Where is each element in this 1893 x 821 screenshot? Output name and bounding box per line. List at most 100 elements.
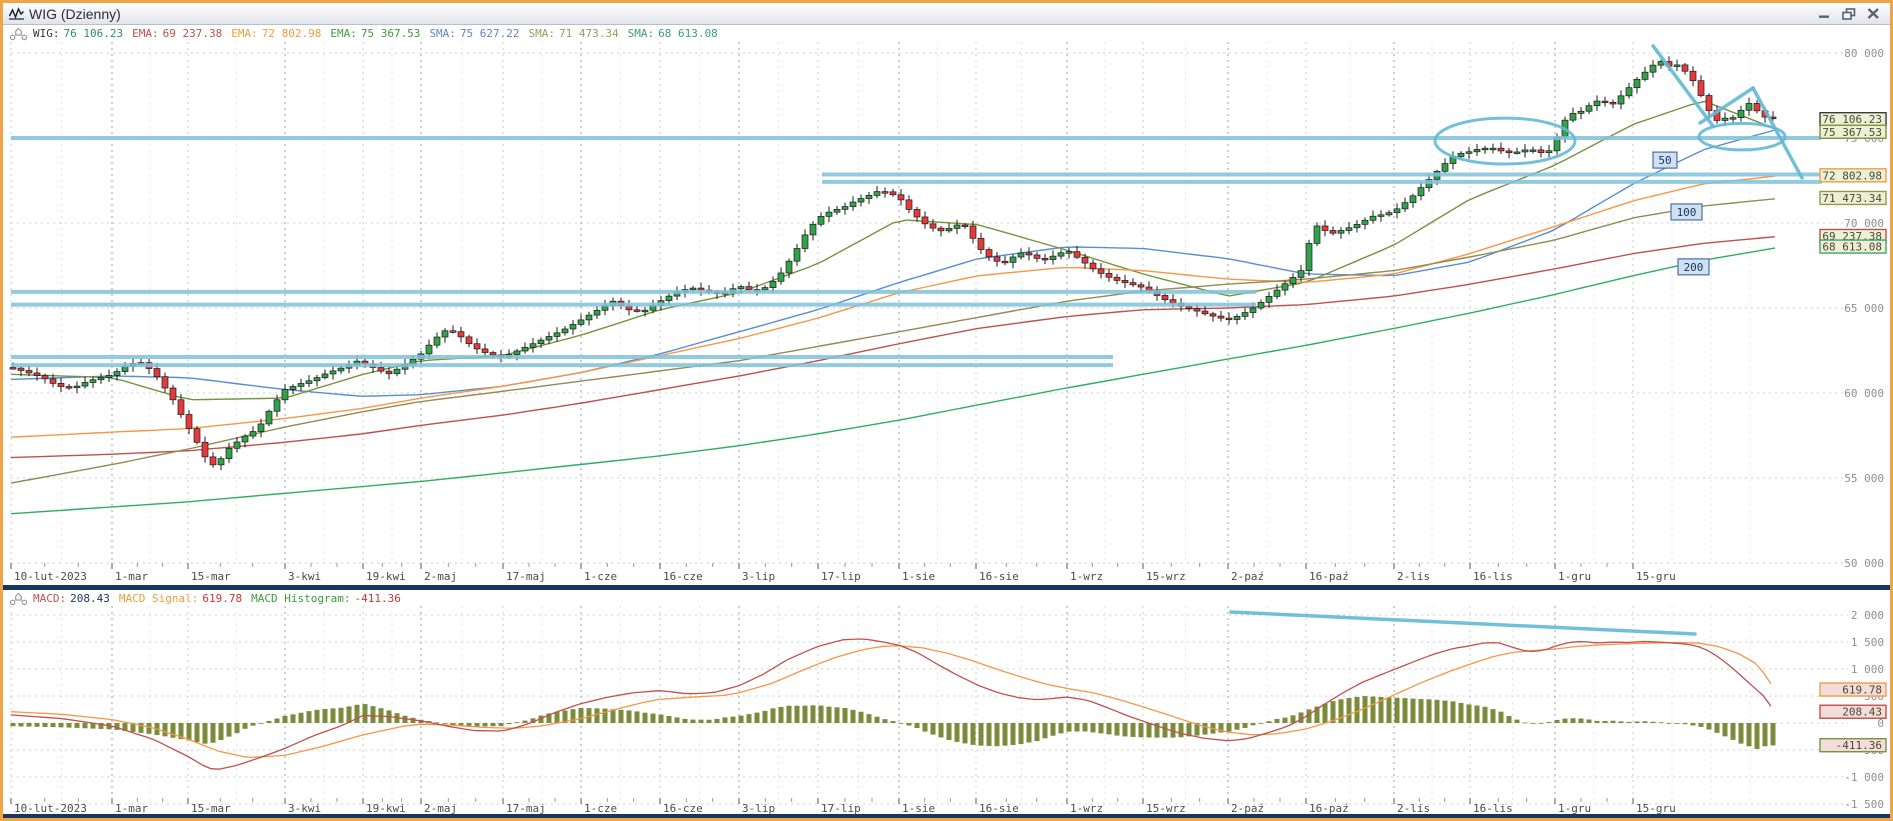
indicator-anchor-icon[interactable]	[9, 592, 28, 606]
ma-period-tag[interactable]: 200	[1684, 261, 1704, 274]
date-label: 2-lis	[1397, 570, 1430, 583]
date-label: 17-lip	[821, 802, 861, 814]
date-label: 19-kwi	[366, 570, 406, 583]
price-value-box: 208.43	[1842, 706, 1882, 719]
date-label: 1-mar	[115, 802, 148, 814]
indicator-value: 619.78	[202, 592, 243, 605]
indicator-label: MACD Signal:	[118, 592, 199, 605]
indicator-value: -411.36	[354, 592, 401, 605]
date-label: 16-sie	[979, 570, 1019, 583]
date-label: 2-lis	[1397, 802, 1430, 814]
price-value-box: 71 473.34	[1822, 192, 1882, 205]
window-titlebar[interactable]: WIG (Dzienny)	[3, 3, 1890, 25]
indicator-value: 75 367.53	[360, 27, 421, 40]
date-label: 16-paź	[1309, 570, 1349, 583]
date-label: 15-mar	[191, 802, 231, 814]
indicator-label: MACD:	[33, 592, 67, 605]
indicator-value: 69 237.38	[162, 27, 223, 40]
date-label: 2-maj	[424, 570, 457, 583]
indicator-label: SMA:	[627, 27, 655, 40]
date-label: 1-cze	[584, 570, 617, 583]
bottom-status-bar	[3, 814, 1890, 818]
indicator-label: EMA:	[132, 27, 159, 40]
date-label: 2-paź	[1231, 802, 1264, 814]
y-axis-label: 70 000	[1844, 217, 1884, 230]
minimize-button[interactable]	[1818, 8, 1831, 19]
close-button[interactable]	[1867, 8, 1880, 19]
date-label: 2-paź	[1231, 570, 1264, 583]
indicator-label: SMA:	[429, 27, 456, 40]
price-value-box: 619.78	[1842, 684, 1882, 697]
indicator-label: SMA:	[528, 27, 556, 40]
macd-line	[10, 638, 1772, 770]
date-label: 3-lip	[742, 802, 775, 814]
date-label: 16-lis	[1473, 570, 1513, 583]
price-value-box: 75 367.53	[1822, 126, 1882, 139]
date-label: 3-kwi	[288, 802, 321, 814]
line-chart-icon	[8, 6, 25, 21]
trendline-annotation[interactable]	[1229, 610, 1697, 636]
date-label: 16-lis	[1473, 802, 1513, 814]
date-label: 17-maj	[506, 570, 546, 583]
y-axis-label: 65 000	[1844, 302, 1884, 315]
price-value-box: 76 106.23	[1822, 113, 1882, 126]
trendline-annotation[interactable]	[1698, 86, 1755, 125]
restore-button[interactable]	[1842, 7, 1856, 20]
panel-separator[interactable]	[3, 585, 1890, 590]
date-label: 1-wrz	[1070, 570, 1103, 583]
ellipse-annotation[interactable]	[1697, 121, 1787, 152]
date-label: 1-mar	[115, 570, 148, 583]
trendline-annotation[interactable]	[1651, 44, 1715, 128]
indicator-value: 208.43	[70, 592, 110, 605]
date-label: 1-gru	[1558, 802, 1591, 814]
y-axis-label: 55 000	[1844, 472, 1884, 485]
indicator-label: WIG:	[33, 27, 60, 40]
date-label: 3-lip	[742, 570, 775, 583]
macd-histogram	[10, 696, 1776, 749]
price-value-box: 72 802.98	[1822, 169, 1882, 182]
macd-indicator-row: MACD: 208.43 MACD Signal: 619.78 MACD Histog…	[9, 592, 410, 606]
date-label: 1-sie	[902, 802, 935, 814]
price-value-box: -411.36	[1836, 739, 1882, 752]
y-axis-label: 50 000	[1844, 557, 1884, 570]
trendline-annotation[interactable]	[1751, 86, 1804, 180]
y-axis-label: 1 000	[1851, 663, 1884, 676]
date-label: 2-maj	[424, 802, 457, 814]
date-label: 1-sie	[902, 570, 935, 583]
y-axis-label: 60 000	[1844, 387, 1884, 400]
main-indicator-row: WIG: 76 106.23 EMA: 69 237.38 EMA: 72 802.98 E…	[9, 27, 727, 41]
date-label: 1-wrz	[1070, 802, 1103, 814]
indicator-value: 76 106.23	[63, 27, 124, 40]
ellipse-annotation[interactable]	[1433, 116, 1577, 166]
price-value-box: 68 613.08	[1822, 241, 1882, 254]
date-label: 1-gru	[1558, 570, 1591, 583]
date-label: 16-paź	[1309, 802, 1349, 814]
date-label: 16-sie	[979, 802, 1019, 814]
moving-average-line	[10, 100, 1776, 401]
date-label: 15-gru	[1636, 570, 1676, 583]
indicator-anchor-icon[interactable]	[9, 27, 28, 41]
indicator-value: 71 473.34	[559, 27, 619, 40]
date-label: 15-gru	[1636, 802, 1676, 814]
macd-line	[10, 641, 1772, 759]
y-axis-label: 2 000	[1851, 609, 1884, 622]
indicator-label: EMA:	[231, 27, 258, 40]
date-label: 15-mar	[191, 570, 231, 583]
candlestick-series	[9, 56, 1777, 471]
indicator-label: MACD Histogram:	[251, 592, 351, 605]
y-axis-label: 0	[1877, 717, 1884, 730]
indicator-value: 75 627.22	[459, 27, 520, 40]
indicator-label: EMA:	[330, 27, 357, 40]
y-axis-label: 80 000	[1844, 47, 1884, 60]
ma-period-tag[interactable]: 50	[1658, 154, 1671, 167]
date-label: 17-lip	[821, 570, 861, 583]
date-label: 1-cze	[584, 802, 617, 814]
ma-period-tag[interactable]: 100	[1677, 206, 1697, 219]
y-axis-label: -1 000	[1844, 771, 1884, 784]
indicator-value: 68 613.08	[658, 27, 718, 40]
window-title: WIG (Dzienny)	[29, 5, 121, 22]
